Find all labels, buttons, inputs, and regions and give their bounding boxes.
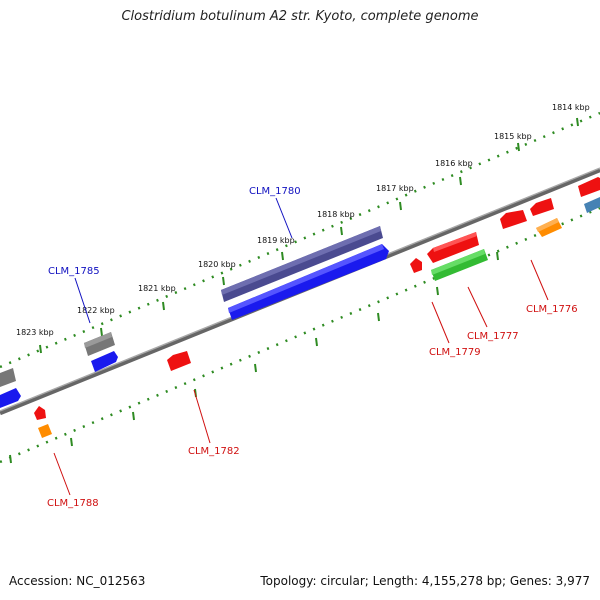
inner-major-ticks (9, 251, 499, 464)
gene-clm-1782[interactable] (167, 351, 191, 371)
kbp-scale-labels: 1814 kbp 1815 kbp 1816 kbp 1817 kbp 1818… (16, 103, 590, 337)
gene-clm-1776-red-b[interactable] (530, 198, 554, 216)
label-leaders (53, 197, 549, 496)
leader-clm-1785 (74, 277, 91, 324)
gene-right-steel[interactable] (584, 197, 600, 213)
map-title: Clostridium botulinum A2 str. Kyoto, com… (121, 9, 479, 24)
leader-clm-1777 (467, 286, 488, 328)
kbp-label-1822: 1822 kbp (77, 306, 115, 315)
gene-clm-1776-red-a[interactable] (500, 210, 527, 229)
leader-clm-1788 (53, 452, 71, 496)
gene-clm-1777-red[interactable] (427, 232, 479, 263)
gene-label-clm-1776[interactable]: CLM_1776 (526, 304, 578, 315)
gene-left-gray[interactable] (0, 368, 16, 387)
gene-label-clm-1777[interactable]: CLM_1777 (467, 331, 519, 342)
kbp-label-1814: 1814 kbp (552, 103, 590, 112)
leader-clm-1782 (193, 389, 211, 444)
gene-label-clm-1779[interactable]: CLM_1779 (429, 347, 481, 358)
kbp-label-1821: 1821 kbp (138, 284, 176, 293)
kbp-label-1815: 1815 kbp (494, 132, 532, 141)
gene-clm-1780[interactable] (221, 226, 383, 302)
kbp-label-1816: 1816 kbp (435, 159, 473, 168)
gene-label-clm-1782[interactable]: CLM_1782 (188, 446, 240, 457)
accession-text: Accession: NC_012563 (9, 574, 146, 588)
gene-clm-1780-cds[interactable] (228, 244, 389, 320)
leader-clm-1779 (431, 301, 450, 344)
kbp-label-1818: 1818 kbp (317, 210, 355, 219)
gene-clm-1785-cds[interactable] (91, 351, 118, 372)
gene-clm-1788[interactable] (38, 424, 52, 438)
gene-clm-1785[interactable] (84, 332, 115, 356)
genome-stats-text: Topology: circular; Length: 4,155,278 bp… (260, 574, 590, 588)
gene-label-clm-1788[interactable]: CLM_1788 (47, 498, 99, 509)
kbp-label-1823: 1823 kbp (16, 328, 54, 337)
gene-right-red-top[interactable] (578, 177, 600, 197)
outer-scale-ring (0, 111, 600, 369)
outer-major-ticks (39, 117, 579, 354)
gene-label-clm-1785[interactable]: CLM_1785 (48, 266, 100, 277)
gene-clm-1777[interactable] (431, 249, 488, 281)
gene-clm-1779[interactable] (410, 258, 422, 273)
gene-left-blue[interactable] (0, 388, 21, 408)
gene-clm-1776[interactable] (536, 218, 562, 237)
kbp-label-1819: 1819 kbp (257, 236, 295, 245)
kbp-label-1820: 1820 kbp (198, 260, 236, 269)
leader-clm-1780 (275, 197, 293, 239)
kbp-label-1817: 1817 kbp (376, 184, 414, 193)
gene-clm-1788-red[interactable] (34, 406, 46, 420)
leader-clm-1776 (530, 259, 549, 301)
gene-label-clm-1780[interactable]: CLM_1780 (249, 186, 301, 197)
